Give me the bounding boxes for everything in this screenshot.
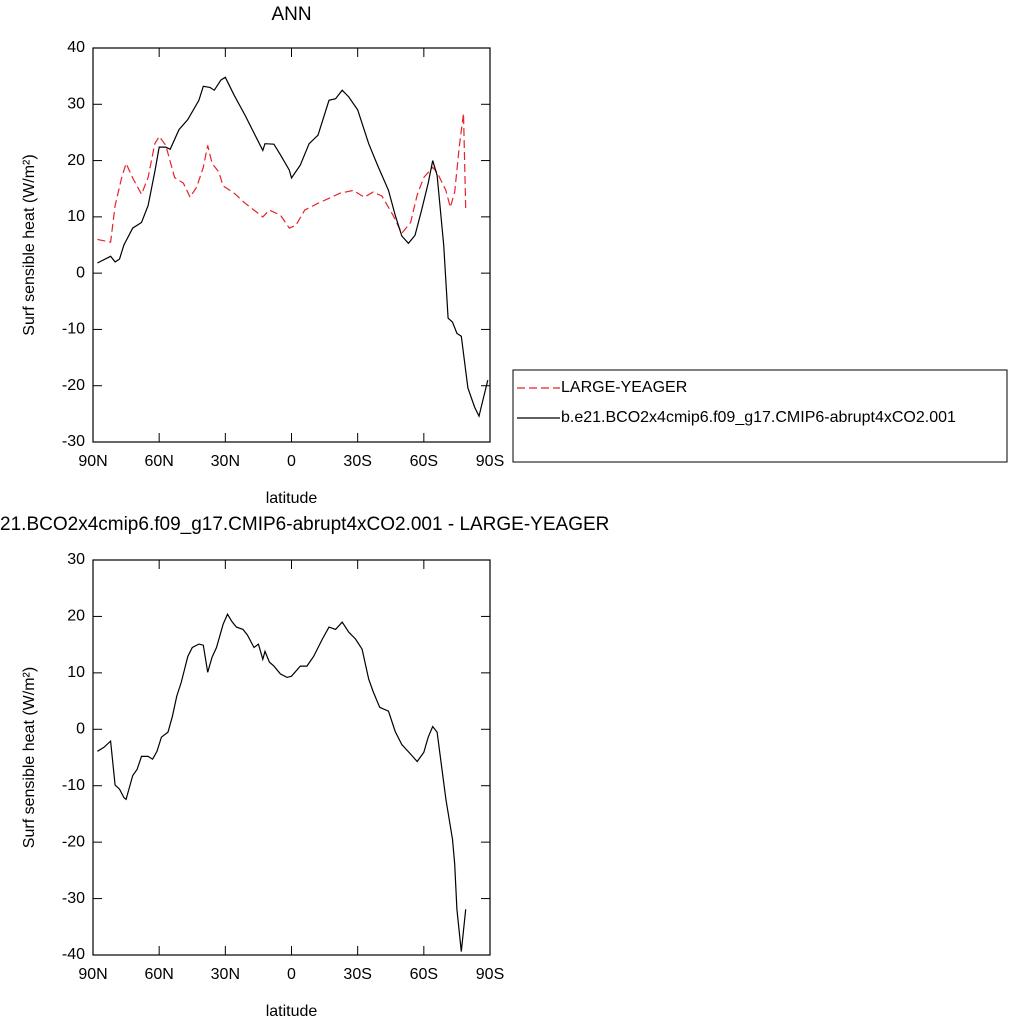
- data-line: [97, 76, 489, 418]
- legend-label: LARGE-YEAGER: [561, 379, 687, 396]
- x-tick-label: 30S: [343, 453, 371, 470]
- y-tick-label: 30: [67, 96, 85, 113]
- x-tick-label: 90S: [476, 453, 504, 470]
- y-tick-label: -20: [62, 377, 85, 394]
- data-line: [97, 612, 467, 952]
- x-tick-label: 30N: [211, 966, 240, 983]
- panel: b.e21.BCO2x4cmip6.f09_g17.CMIP6-abrupt4x…: [0, 514, 609, 1020]
- x-axis-label: latitude: [266, 1003, 318, 1020]
- x-tick-label: 30S: [343, 966, 371, 983]
- y-tick-label: -10: [62, 321, 85, 338]
- x-tick-label: 90N: [78, 453, 107, 470]
- y-tick-label: 0: [76, 264, 85, 281]
- x-tick-label: 60N: [144, 453, 173, 470]
- x-axis-label: latitude: [266, 490, 318, 507]
- y-tick-label: 30: [67, 551, 85, 568]
- x-tick-label: 60N: [144, 966, 173, 983]
- x-tick-label: 90S: [476, 966, 504, 983]
- x-tick-label: 60S: [410, 453, 438, 470]
- legend: LARGE-YEAGER b.e21.BCO2x4cmip6.f09_g17.CM…: [512, 369, 1008, 463]
- x-tick-label: 90N: [78, 966, 107, 983]
- x-tick-label: 60S: [410, 966, 438, 983]
- x-tick-label: 0: [287, 453, 296, 470]
- x-tick-label: 0: [287, 966, 296, 983]
- panel: ANN latitude Surf sensible heat (W/m²) -30 -…: [21, 4, 1008, 507]
- y-tick-label: 10: [67, 664, 85, 681]
- x-tick-label: 30N: [211, 453, 240, 470]
- y-tick-label: -20: [62, 833, 85, 850]
- y-tick-label: 40: [67, 39, 85, 56]
- y-tick-label: -30: [62, 433, 85, 450]
- data-line: [97, 113, 467, 243]
- chart-title: ANN: [271, 4, 311, 25]
- legend-label: b.e21.BCO2x4cmip6.f09_g17.CMIP6-abrupt4x…: [561, 409, 956, 426]
- y-tick-label: 0: [76, 721, 85, 738]
- plot-frame: [92, 47, 491, 443]
- y-axis-label: Surf sensible heat (W/m²): [21, 154, 38, 335]
- y-tick-label: 10: [67, 208, 85, 225]
- legend-box: [512, 369, 1008, 463]
- y-tick-label: 20: [67, 152, 85, 169]
- y-tick-label: -30: [62, 890, 85, 907]
- plot-frame: [92, 559, 491, 956]
- y-axis-label: Surf sensible heat (W/m²): [21, 667, 38, 848]
- chart-title: b.e21.BCO2x4cmip6.f09_g17.CMIP6-abrupt4x…: [0, 514, 609, 535]
- y-tick-label: 20: [67, 608, 85, 625]
- y-tick-label: -10: [62, 777, 85, 794]
- y-tick-label: -40: [62, 946, 85, 963]
